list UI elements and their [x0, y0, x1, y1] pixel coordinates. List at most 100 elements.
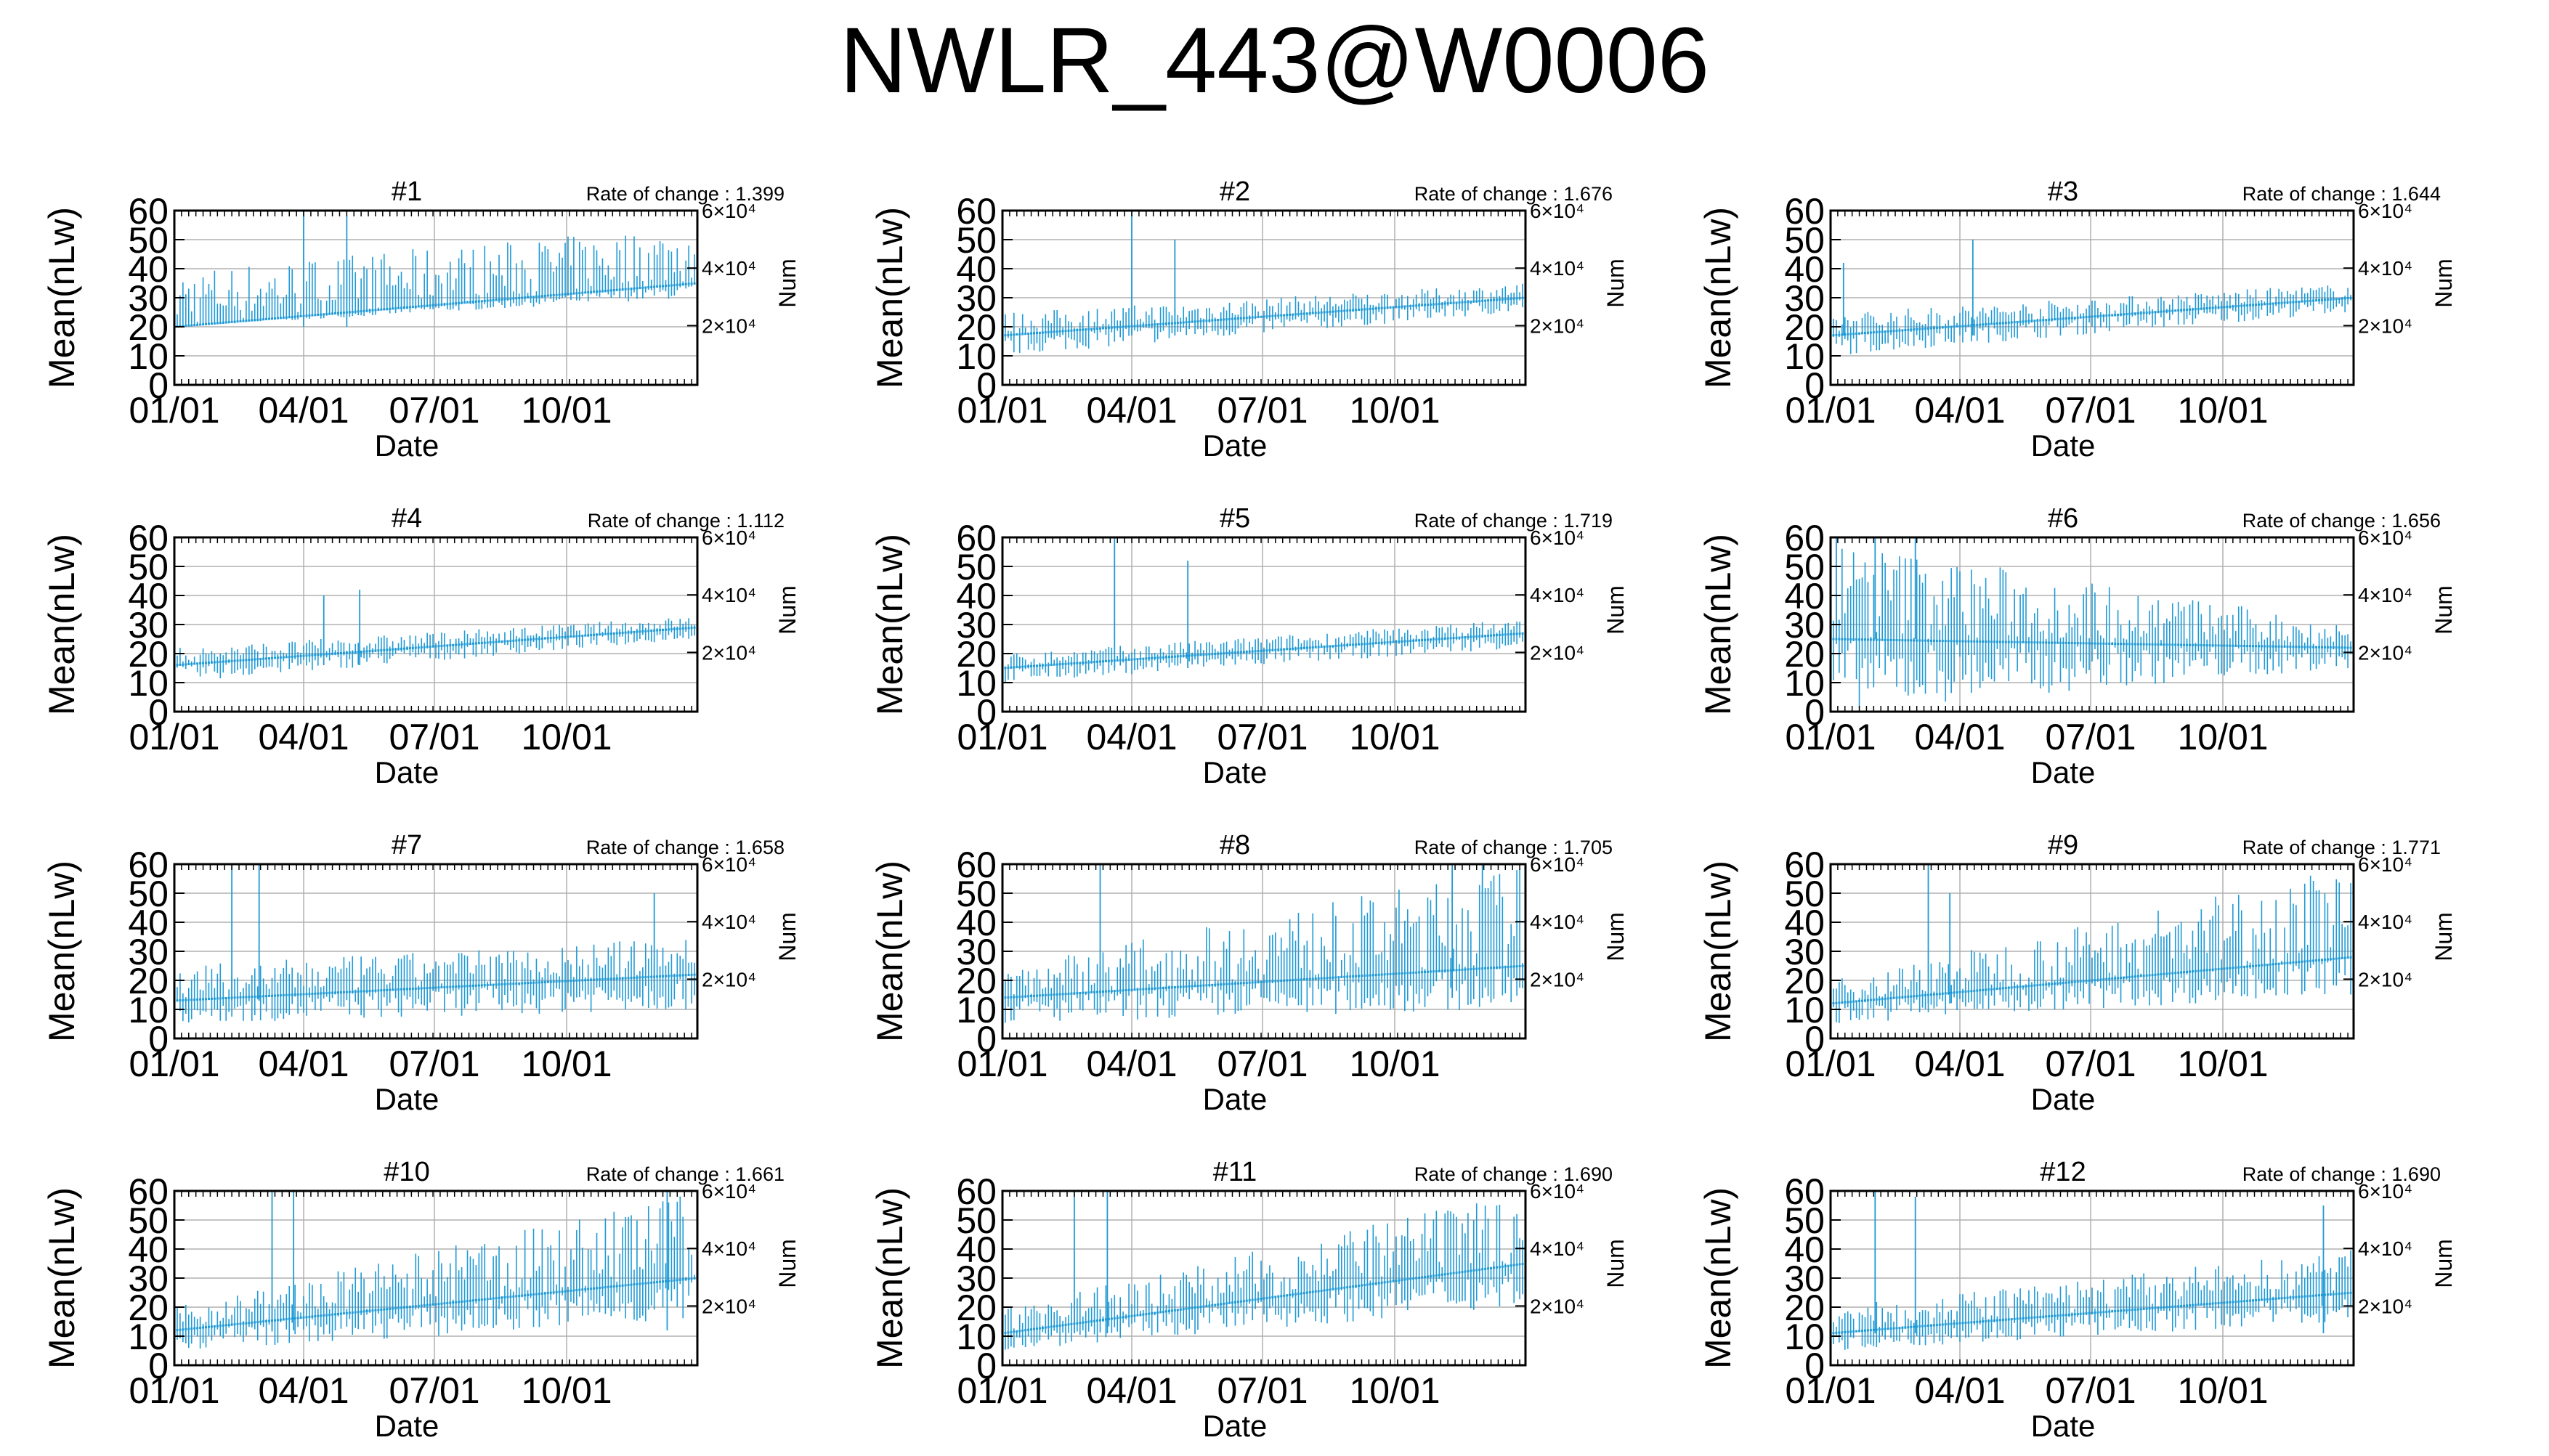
data-point	[1237, 983, 1239, 985]
data-point	[1472, 301, 1475, 303]
data-point	[1194, 320, 1196, 322]
data-point	[1059, 330, 1061, 333]
data-point	[383, 308, 385, 310]
data-point	[610, 289, 612, 291]
rate-of-change-label: Rate of change : 1.705	[1414, 837, 1613, 858]
data-point	[541, 295, 543, 297]
data-point	[205, 998, 207, 1000]
data-point	[688, 282, 690, 285]
data-point	[2062, 982, 2064, 984]
data-point	[2338, 298, 2341, 300]
data-point	[2094, 315, 2096, 317]
data-point	[1961, 991, 1964, 993]
data-point	[2212, 307, 2214, 309]
data-point	[1326, 311, 1329, 313]
x-tick-label: 10/01	[521, 390, 612, 431]
data-point	[1393, 641, 1395, 643]
data-point	[1197, 985, 1199, 987]
data-point	[371, 650, 373, 652]
data-point	[2321, 646, 2323, 648]
data-point	[1004, 334, 1006, 336]
data-point	[2292, 646, 2294, 648]
data-point	[2189, 971, 2191, 973]
data-point	[644, 976, 647, 978]
data-point	[1205, 984, 1207, 986]
data-point	[2128, 643, 2131, 645]
data-point	[1441, 970, 1443, 972]
data-point	[1131, 659, 1133, 661]
data-point	[1415, 972, 1417, 974]
data-point	[1125, 989, 1127, 991]
data-point	[216, 322, 219, 325]
data-point	[421, 646, 423, 648]
data-point	[2292, 301, 2294, 304]
data-point	[607, 290, 609, 292]
data-point	[421, 987, 423, 989]
x-tick-label: 04/01	[1914, 717, 2005, 757]
data-point	[2080, 980, 2082, 983]
data-point	[1289, 648, 1291, 650]
data-point	[599, 978, 601, 980]
data-point	[265, 318, 267, 320]
data-point	[1881, 998, 1884, 1000]
data-point	[2229, 967, 2231, 969]
data-point	[1835, 334, 1837, 336]
data-point	[1188, 654, 1191, 656]
data-point	[397, 307, 400, 309]
data-point	[1438, 638, 1440, 640]
data-point	[426, 987, 429, 989]
data-point	[1099, 661, 1101, 663]
data-point	[1970, 325, 1972, 327]
data-point	[1225, 652, 1228, 654]
data-point	[435, 304, 437, 306]
data-point	[2157, 311, 2159, 313]
x-tick-label: 04/01	[1086, 1044, 1177, 1084]
data-point	[187, 663, 190, 665]
data-point	[694, 282, 696, 285]
data-point	[2014, 641, 2016, 643]
data-point	[1418, 971, 1420, 973]
data-point	[1329, 645, 1331, 647]
data-point	[475, 985, 477, 987]
data-point	[572, 293, 575, 295]
y2-axis-label: Num	[774, 259, 801, 308]
data-point	[196, 999, 198, 1001]
data-point	[1398, 306, 1400, 308]
data-point	[1260, 650, 1263, 652]
data-point	[506, 640, 508, 642]
data-point	[619, 632, 621, 634]
data-point	[2065, 642, 2067, 644]
data-point	[1099, 328, 1101, 330]
data-point	[1464, 969, 1466, 971]
data-point	[1999, 322, 2001, 325]
data-point	[1062, 993, 1064, 995]
data-point	[1151, 324, 1153, 326]
data-point	[2197, 308, 2200, 310]
data-point	[452, 644, 454, 646]
data-point	[2039, 320, 2041, 322]
data-point	[1381, 974, 1383, 976]
y-tick-label: 60	[128, 191, 169, 232]
x-tick-label: 10/01	[521, 717, 612, 757]
data-point	[1918, 328, 1921, 330]
data-point	[2117, 314, 2119, 316]
data-point	[1901, 996, 1903, 999]
data-point	[1318, 646, 1320, 648]
data-point	[1340, 644, 1342, 646]
data-point	[394, 988, 397, 991]
data-point	[2152, 643, 2154, 646]
x-axis-label: Date	[2031, 428, 2096, 463]
data-point	[297, 655, 299, 657]
data-point	[601, 978, 604, 980]
data-point	[544, 638, 546, 640]
data-point	[1453, 302, 1455, 304]
data-point	[1369, 975, 1371, 977]
data-point	[343, 991, 345, 993]
x-tick-label: 07/01	[2045, 390, 2136, 431]
data-point	[472, 985, 474, 987]
data-point	[1516, 965, 1518, 967]
data-point	[633, 977, 635, 979]
data-point	[2105, 314, 2107, 317]
